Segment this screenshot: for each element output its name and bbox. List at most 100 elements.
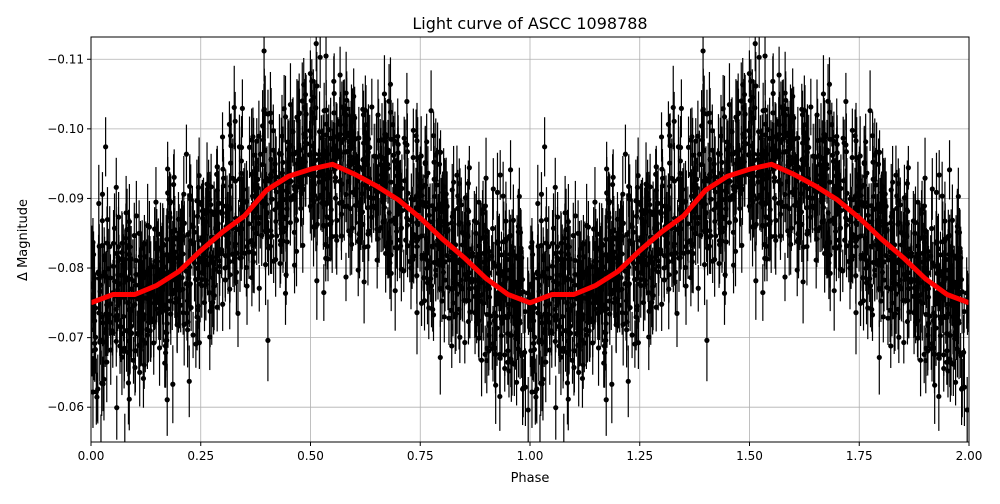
data-point	[573, 213, 578, 218]
data-point	[633, 198, 638, 203]
data-point	[841, 136, 846, 141]
data-point	[944, 360, 949, 365]
data-point	[411, 155, 416, 160]
data-point	[527, 306, 532, 311]
data-point	[361, 140, 366, 145]
data-point	[934, 190, 939, 195]
data-point	[832, 221, 837, 226]
data-point	[393, 288, 398, 293]
data-point	[121, 349, 126, 354]
data-point	[419, 153, 424, 158]
data-point	[220, 210, 225, 215]
data-point	[531, 276, 536, 281]
data-point	[194, 198, 199, 203]
data-point	[922, 176, 927, 181]
data-point	[924, 346, 929, 351]
data-point	[501, 239, 506, 244]
data-point	[154, 299, 159, 304]
data-point	[498, 172, 503, 177]
data-point	[897, 284, 902, 289]
data-point	[487, 321, 492, 326]
data-point	[553, 185, 558, 190]
data-point	[539, 192, 544, 197]
data-point	[360, 107, 365, 112]
data-point	[736, 111, 741, 116]
data-point	[350, 226, 355, 231]
data-point	[268, 228, 273, 233]
data-point	[97, 289, 102, 294]
data-point	[390, 122, 395, 127]
data-point	[142, 362, 147, 367]
data-point	[612, 300, 617, 305]
data-point	[215, 188, 220, 193]
data-point	[890, 180, 895, 185]
data-point	[698, 233, 703, 238]
data-point	[713, 189, 718, 194]
data-point	[722, 291, 727, 296]
data-point	[702, 262, 707, 267]
data-point	[141, 317, 146, 322]
data-point	[951, 279, 956, 284]
data-point	[936, 394, 941, 399]
data-point	[739, 243, 744, 248]
data-point	[450, 214, 455, 219]
data-point	[571, 365, 576, 370]
data-point	[565, 338, 570, 343]
data-point	[562, 236, 567, 241]
data-point	[402, 178, 407, 183]
data-point	[96, 201, 101, 206]
data-point	[913, 220, 918, 225]
data-point	[718, 195, 723, 200]
data-point	[230, 176, 235, 181]
data-point	[165, 397, 170, 402]
data-point	[621, 322, 626, 327]
data-point	[884, 285, 889, 290]
data-point	[480, 211, 485, 216]
data-point	[626, 184, 631, 189]
data-point	[659, 134, 664, 139]
data-point	[483, 176, 488, 181]
data-point	[940, 193, 945, 198]
data-point	[767, 136, 772, 141]
data-point	[325, 256, 330, 261]
data-point	[393, 221, 398, 226]
data-point	[647, 254, 652, 259]
data-point	[896, 335, 901, 340]
data-point	[552, 314, 557, 319]
data-point	[103, 144, 108, 149]
data-point	[253, 215, 258, 220]
data-point	[147, 224, 152, 229]
data-point	[858, 193, 863, 198]
data-point	[805, 186, 810, 191]
data-point	[457, 335, 462, 340]
data-point	[710, 148, 715, 153]
data-point	[153, 200, 158, 205]
data-point	[660, 183, 665, 188]
data-point	[604, 397, 609, 402]
data-point	[609, 382, 614, 387]
data-point	[923, 266, 928, 271]
data-point	[636, 281, 641, 286]
data-point	[492, 310, 497, 315]
data-point	[926, 321, 931, 326]
data-point	[629, 332, 634, 337]
data-point	[344, 113, 349, 118]
data-point	[877, 355, 882, 360]
data-point	[501, 193, 506, 198]
data-point	[227, 122, 232, 127]
data-point	[98, 443, 103, 448]
data-point	[318, 55, 323, 60]
data-point	[847, 218, 852, 223]
data-point	[559, 241, 564, 246]
data-point	[592, 200, 597, 205]
data-point	[259, 233, 264, 238]
data-point	[374, 154, 379, 159]
data-point	[92, 276, 97, 281]
data-point	[889, 214, 894, 219]
data-point	[850, 232, 855, 237]
data-point	[919, 211, 924, 216]
data-point	[170, 382, 175, 387]
data-point	[683, 283, 688, 288]
data-point	[566, 397, 571, 402]
